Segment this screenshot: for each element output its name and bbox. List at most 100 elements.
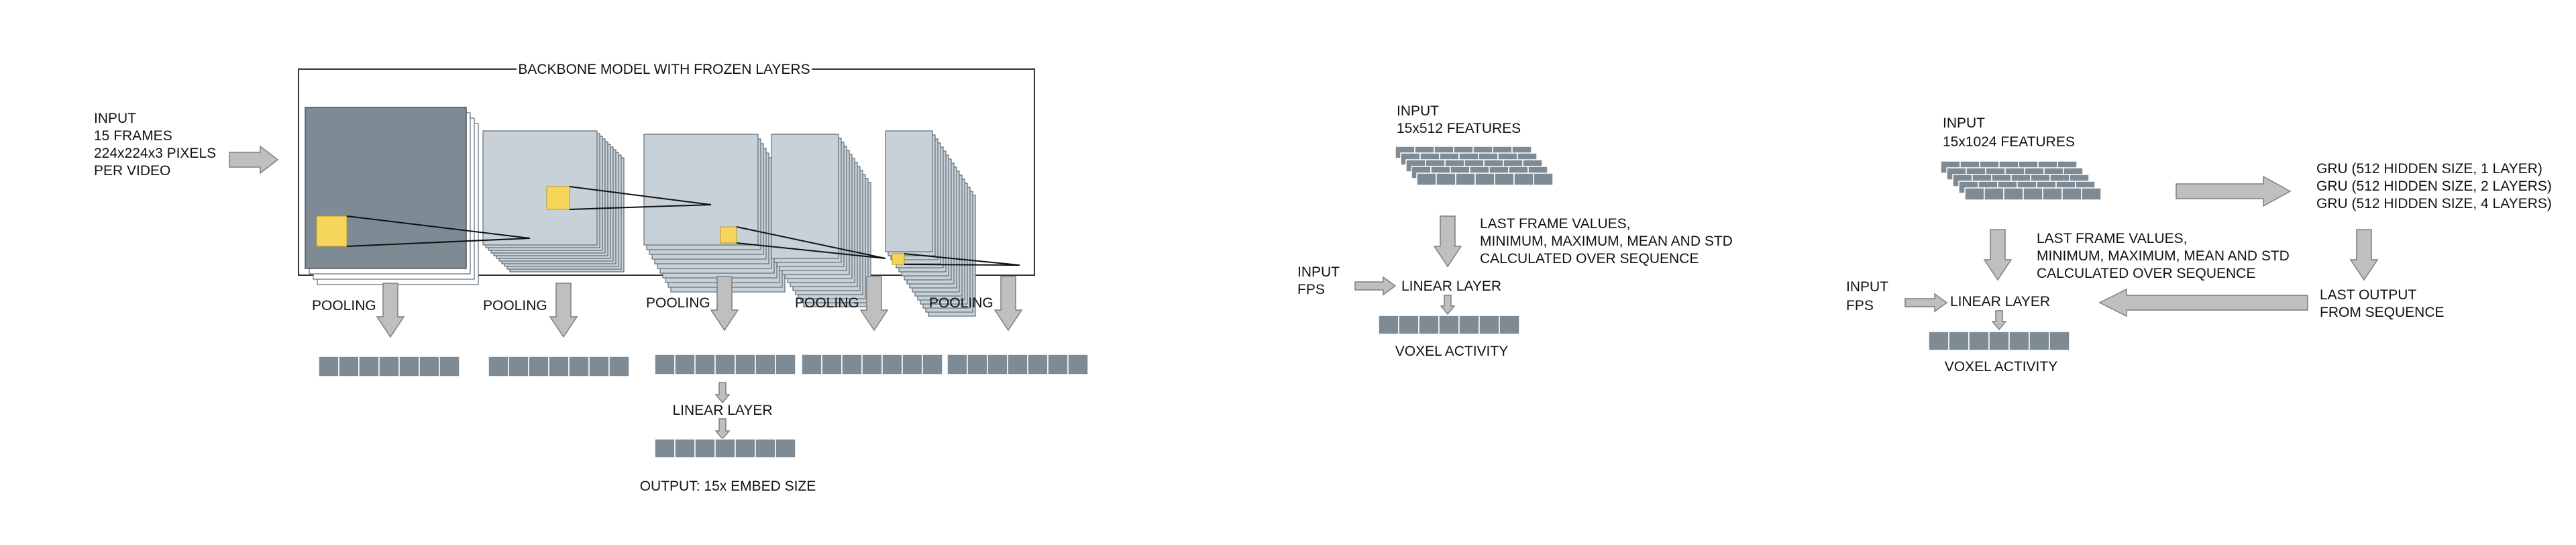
model-b-panel: INPUT 15x1024 FEATURES GRU (512 HIDDEN S… xyxy=(1846,115,2556,375)
model-a-stats-label: LAST FRAME VALUES, MINIMUM, MAXIMUM, MEA… xyxy=(1480,216,1737,266)
vector-cell xyxy=(358,356,380,377)
vector-cell xyxy=(755,438,776,458)
model-a-fps-label: INPUT FPS xyxy=(1297,264,1343,297)
vector-cell xyxy=(508,356,529,377)
vector-cell xyxy=(714,354,736,375)
vector-cell xyxy=(568,356,590,377)
feature-map-stack-4 xyxy=(771,134,871,307)
last-output-arrow-shape xyxy=(2098,288,2308,317)
vector-cell xyxy=(821,354,843,375)
vector-cell xyxy=(922,354,943,375)
gru-arrow xyxy=(2176,175,2292,207)
vector-cell xyxy=(654,354,676,375)
fps-arrow xyxy=(1354,276,1397,296)
projection-line xyxy=(904,264,1020,266)
kernel-square xyxy=(720,226,737,244)
model-a-output-label: VOXEL ACTIVITY xyxy=(1395,344,1508,359)
vector-cell xyxy=(801,354,822,375)
pooling-arrow xyxy=(549,283,578,338)
statistics-arrow xyxy=(1983,229,2012,281)
vector-cell xyxy=(338,356,360,377)
vector-cell xyxy=(654,438,676,458)
output-vector xyxy=(1378,315,1520,335)
feature-cell xyxy=(1513,172,1534,186)
vector-cell xyxy=(1479,315,1500,335)
vector-cell xyxy=(1458,315,1480,335)
vector-cell xyxy=(1499,315,1520,335)
model-b-fps-label: INPUT FPS xyxy=(1846,279,1892,313)
vector-cell xyxy=(674,438,696,458)
vector-cell xyxy=(1007,354,1028,375)
vector-cell xyxy=(1438,315,1460,335)
backbone-title: BACKBONE MODEL WITH FROZEN LAYERS xyxy=(518,62,810,77)
vector-cell xyxy=(1418,315,1440,335)
feature-cell xyxy=(1416,172,1437,186)
input-arrow xyxy=(229,145,279,175)
vector-cell xyxy=(419,356,440,377)
vector-cell xyxy=(488,356,509,377)
feature-cell xyxy=(2061,187,2082,201)
vector-cell xyxy=(1968,331,1990,351)
small-arrow-shape xyxy=(714,418,731,440)
pooling-arrow xyxy=(994,276,1023,332)
vector-cell xyxy=(588,356,610,377)
embedding-vector xyxy=(654,438,796,458)
feature-map-stack-1 xyxy=(305,107,479,285)
concat-arrow xyxy=(714,382,731,404)
feature-map-stack-3 xyxy=(643,134,786,293)
feature-cell xyxy=(1455,172,1476,186)
projection-line xyxy=(569,186,712,205)
backbone-input-label: INPUT 15 FRAMES 224x224x3 PIXELS PER VID… xyxy=(94,111,220,179)
vector-cell xyxy=(714,438,736,458)
vector-cell xyxy=(987,354,1008,375)
gru-options-label: GRU (512 HIDDEN SIZE, 1 LAYER) GRU (512 … xyxy=(2316,161,2556,211)
feature-cell xyxy=(2081,187,2102,201)
feature-sequence-stack xyxy=(1940,160,2102,201)
vector-cell xyxy=(775,354,796,375)
small-arrow-shape xyxy=(1991,310,2007,331)
model-a-input-label: INPUT 15x512 FEATURES xyxy=(1397,103,1521,136)
vector-cell xyxy=(548,356,570,377)
vector-cell xyxy=(881,354,903,375)
pooling-label-4: POOLING xyxy=(795,295,859,311)
model-b-output-label: VOXEL ACTIVITY xyxy=(1945,359,2057,375)
vector-cell xyxy=(2029,331,2050,351)
pooling-label-5: POOLING xyxy=(929,295,994,311)
backbone-linear-label: LINEAR LAYER xyxy=(673,403,773,418)
projection-line xyxy=(904,253,1020,266)
model-b-stats-label: LAST FRAME VALUES, MINIMUM, MAXIMUM, MEA… xyxy=(2037,231,2294,281)
model-b-linear-label: LINEAR LAYER xyxy=(1950,294,2050,309)
kernel-square xyxy=(546,186,570,210)
vector-cell xyxy=(1067,354,1089,375)
projection-line xyxy=(346,215,531,239)
vector-cell xyxy=(735,354,756,375)
vector-cell xyxy=(674,354,696,375)
small-arrow-shape xyxy=(1440,295,1456,315)
projection-line xyxy=(736,242,886,259)
feature-cell xyxy=(2023,187,2043,201)
statistics-arrow xyxy=(1433,215,1462,268)
vector-cell xyxy=(2049,331,2070,351)
gru-output-arrow xyxy=(2349,229,2379,281)
fps-arrow-shape xyxy=(1354,276,1397,296)
pooling-arrows xyxy=(376,276,1023,338)
kernel-square xyxy=(316,215,347,247)
small-arrow-shape xyxy=(714,382,731,404)
fps-arrow xyxy=(1904,293,1948,313)
vector-cell xyxy=(1378,315,1399,335)
linear-arrow xyxy=(714,418,731,440)
pooled-feature-vectors xyxy=(318,354,1089,377)
pooling-arrow xyxy=(859,276,889,332)
pooling-label-3: POOLING xyxy=(646,295,710,311)
feature-map-layer xyxy=(643,134,759,246)
pooling-labels: POOLING POOLING POOLING POOLING POOLING xyxy=(312,295,994,313)
output-vector xyxy=(1928,331,2070,351)
vector-cell xyxy=(2008,331,2030,351)
vector-cell xyxy=(694,354,716,375)
pooling-arrow xyxy=(376,283,405,338)
vector-cell xyxy=(755,354,776,375)
last-output-label: LAST OUTPUT FROM SEQUENCE xyxy=(2320,287,2445,320)
vector-cell xyxy=(967,354,988,375)
vector-cell xyxy=(694,438,716,458)
